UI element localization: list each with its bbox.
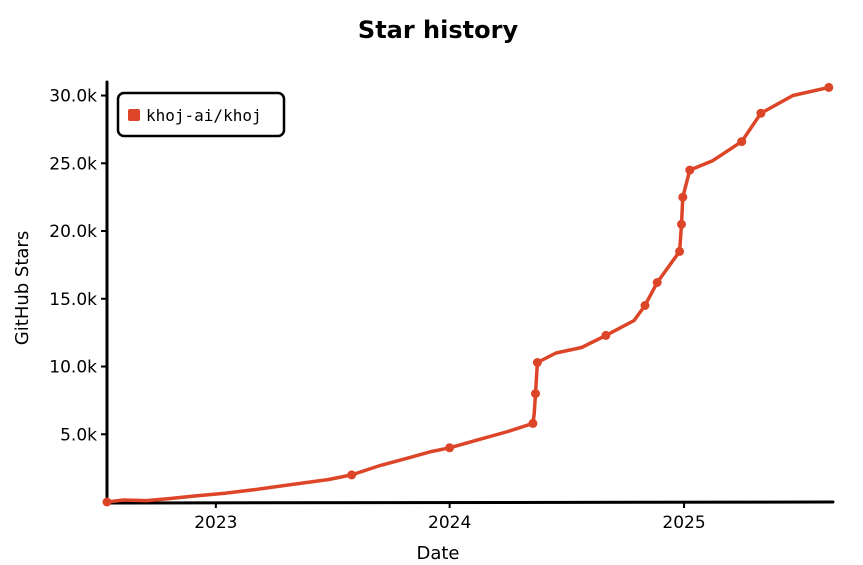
y-tick-label: 20.0k	[49, 222, 97, 242]
x-tick-label: 2023	[194, 513, 237, 533]
legend-label-khoj: khoj-ai/khoj	[146, 106, 262, 125]
y-tick-label: 10.0k	[49, 358, 97, 378]
series-point	[678, 192, 688, 202]
y-tick-label: 15.0k	[49, 290, 97, 310]
y-tick-label: 25.0k	[49, 154, 97, 174]
x-axis-label: Date	[416, 543, 459, 564]
y-axis-label: GitHub Stars	[12, 231, 33, 345]
series-point	[756, 108, 766, 118]
series-point	[652, 278, 662, 287]
x-tick-label: 2025	[662, 513, 705, 533]
series-point	[531, 389, 540, 399]
series-point	[528, 418, 538, 428]
series-point	[685, 165, 695, 175]
series-line-khoj	[105, 85, 831, 504]
y-axis-ticks: 5.0k 10.0k 15.0k 20.0k 25.0k 30.0k	[49, 87, 107, 445]
legend-swatch	[128, 109, 140, 121]
legend: khoj-ai/khoj	[116, 91, 286, 138]
series-point	[640, 301, 650, 310]
series-point	[824, 82, 834, 92]
series-point	[347, 470, 357, 480]
legend-box	[116, 91, 286, 138]
y-tick-label: 5.0k	[60, 425, 97, 445]
y-tick-label: 30.0k	[49, 87, 97, 107]
series-point	[677, 219, 686, 229]
x-axis-line	[103, 500, 835, 505]
series-point	[737, 137, 747, 147]
x-tick-label: 2024	[428, 513, 471, 533]
x-axis-ticks: 2023 2024 2025	[194, 502, 706, 533]
series-point	[532, 358, 542, 367]
chart-title: Star history	[358, 16, 519, 44]
series-layer	[102, 82, 834, 507]
series-point	[445, 443, 455, 453]
series-point	[675, 246, 685, 256]
series-point	[102, 497, 112, 507]
series-point	[601, 330, 611, 340]
